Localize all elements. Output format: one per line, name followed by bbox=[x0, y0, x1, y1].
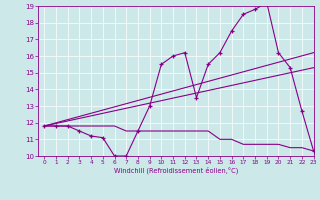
X-axis label: Windchill (Refroidissement éolien,°C): Windchill (Refroidissement éolien,°C) bbox=[114, 167, 238, 174]
